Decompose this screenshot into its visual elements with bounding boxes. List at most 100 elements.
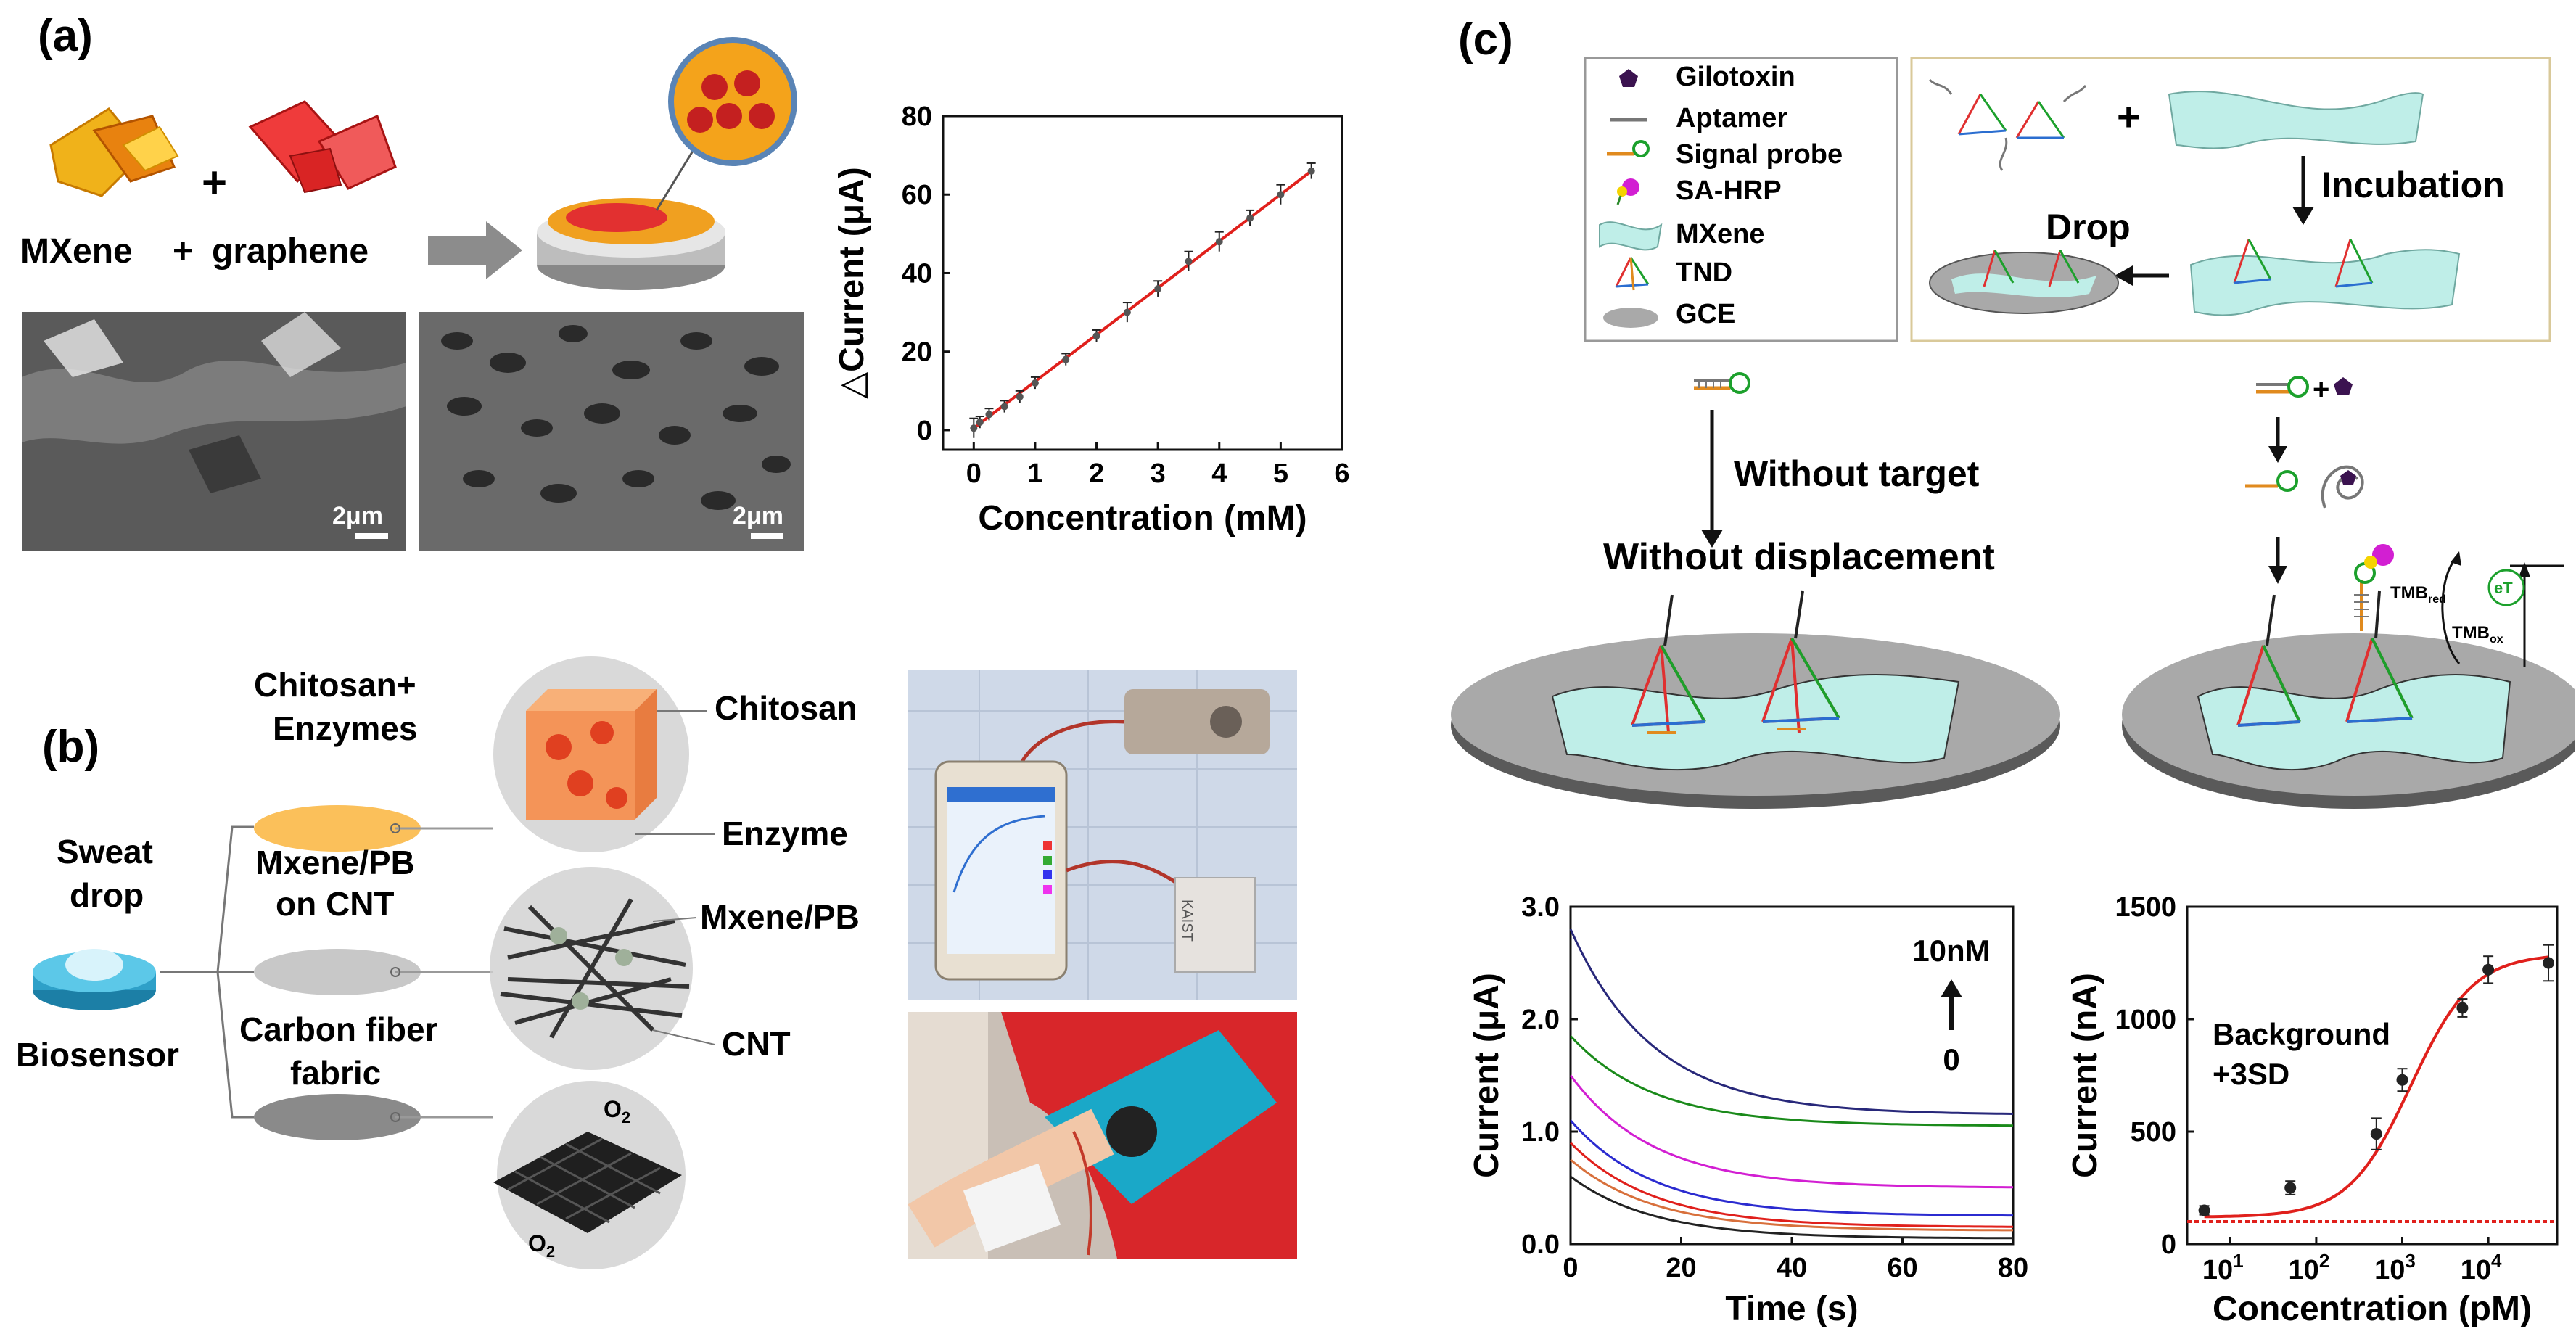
chart-a-frame (942, 115, 1343, 451)
released-probe-and-complex (2245, 465, 2364, 509)
chart-a-point (970, 424, 978, 432)
layer3-label-2: fabric (290, 1054, 381, 1092)
mxene-icon (1599, 221, 1663, 251)
chart-conc-frame (2186, 905, 2559, 1246)
incubation-label: Incubation (2321, 165, 2505, 205)
scale-bar-label-1: 2μm (332, 502, 383, 530)
chart-time-annotation-top: 10nM (1912, 934, 1990, 968)
panel-a: (a) + MXene + graphene 2μ (20, 11, 1350, 551)
panel-c: (c) Gilotoxin Aptamer Signal probe SA-HR… (1451, 15, 2575, 1328)
chart-time-annotation-bottom: 0 (1943, 1042, 1959, 1076)
enzyme-label: Enzyme (722, 815, 848, 852)
chart-time-ytick-label: 3.0 (1521, 892, 1560, 923)
current-time-plot: 0 20 40 60 80 0.0 1.0 2.0 3.0 Time (s) Current (μA… (1468, 892, 2028, 1328)
chart-conc-xlabel: Concentration (pM) (2213, 1290, 2532, 1328)
legend-item-6: GCE (1676, 299, 1735, 329)
without-target-label: Without target (1734, 453, 1980, 494)
without-displacement-label: Without displacement (1603, 536, 1995, 578)
chart-a-xtick-label: 4 (1211, 458, 1227, 489)
chart-conc-xtick-base: 10 (2289, 1255, 2319, 1285)
chart-a-ylabel: △Current (μA) (833, 167, 871, 399)
layer1-label-2: Enzymes (273, 709, 417, 747)
sa-hrp-icon (1616, 178, 1639, 205)
chart-time-series-line (1570, 1175, 2013, 1240)
drop-label: drop (70, 876, 144, 914)
chart-a-xtick-label: 6 (1334, 458, 1349, 489)
layer-connectors (160, 825, 254, 1119)
legend-item-1: Aptamer (1676, 103, 1787, 133)
o2-bottom-label: O2 (528, 1230, 555, 1261)
chart-conc-xtick-label: 103 (2374, 1250, 2416, 1285)
cnt-label: CNT (722, 1025, 791, 1063)
legend-item-5: TND (1676, 258, 1732, 288)
device-photo: KAIST (908, 670, 1297, 1000)
chart-conc-ytick-label: 1500 (2115, 892, 2176, 923)
mxene-flakes-illustration (49, 107, 179, 197)
biosensor-label: Biosensor (16, 1036, 179, 1074)
incubation-box: + Incubation Drop (1910, 57, 2551, 342)
chart-time-ylabel: Current (μA) (1468, 973, 1506, 1178)
mxene-with-tnd-illustration (2189, 239, 2461, 316)
mxene-pb-cnt-sphere (490, 867, 693, 1070)
chart-time-ytick-label: 1.0 (1521, 1117, 1560, 1148)
sensor-patch (1174, 877, 1256, 973)
chart-conc-point (2284, 1182, 2297, 1194)
layer3-label-1: Carbon fiber (239, 1010, 438, 1048)
process-arrow (428, 221, 522, 279)
chart-conc-ytick-label: 0 (2161, 1230, 2176, 1260)
tmb-red-label: TMBred (2390, 583, 2446, 606)
mxene-sheet (2168, 91, 2424, 149)
plus-label: + (173, 232, 193, 271)
chart-time-series-line (1570, 1158, 2013, 1232)
signal-probe-icon (1607, 140, 1650, 157)
chart-a-point (1031, 379, 1039, 387)
chart-conc-xtick-exponent: 4 (2491, 1250, 2502, 1272)
chart-conc-xtick-exponent: 1 (2233, 1250, 2243, 1272)
chart-a-fit-line (973, 170, 1312, 429)
left-electrode-illustration (1451, 590, 2060, 809)
chart-conc-xtick-label: 101 (2202, 1250, 2244, 1285)
potentiostat-device (1124, 689, 1270, 754)
chart-a-point (976, 419, 984, 427)
chart-a-ytick-label: 80 (902, 102, 932, 132)
gce-icon (1603, 308, 1658, 328)
chart-conc-xtick-exponent: 2 (2319, 1250, 2329, 1272)
gilotoxin-icon (1619, 69, 1638, 87)
sweat-label: Sweat (57, 833, 153, 870)
chart-a-xtick-label: 3 (1151, 458, 1166, 489)
chart-a-xlabel: Concentration (mM) (978, 499, 1306, 538)
mxene-label: MXene (20, 232, 133, 271)
chart-time-xtick-label: 20 (1666, 1253, 1696, 1283)
chart-conc-point (2482, 963, 2495, 976)
chart-a-point (985, 411, 993, 419)
chart-a-xtick-label: 5 (1273, 458, 1288, 489)
panel-b-label: (b) (42, 722, 99, 772)
chart-conc-ytick-label: 500 (2131, 1117, 2176, 1148)
et-label: eT (2494, 579, 2513, 597)
o2-top-label: O2 (604, 1096, 630, 1127)
chart-conc-point (2198, 1204, 2210, 1216)
chart-a-xtick-label: 1 (1027, 458, 1042, 489)
sem-image-mxene: 2μm (22, 312, 406, 551)
tnd-icon (1615, 257, 1650, 291)
chart-a-xtick-label: 0 (966, 458, 982, 489)
layer2-label-2: on CNT (276, 885, 395, 923)
sem-image-mxene-graphene: 2μm (419, 312, 804, 551)
chart-time-xtick-label: 80 (1998, 1253, 2028, 1283)
chart-conc-xtick-base: 10 (2461, 1255, 2491, 1285)
chart-a-point (1016, 392, 1024, 400)
legend-item-4: MXene (1676, 219, 1764, 250)
probe-icon-left (1694, 372, 1750, 394)
carbon-fiber-fabric (493, 1081, 686, 1269)
chart-time-series-line (1569, 1142, 2013, 1228)
chart-a-point (1123, 308, 1131, 316)
chart-conc-point (2543, 957, 2555, 969)
coated-electrode-illustration (537, 37, 797, 290)
chart-time-annotation-arrowhead (1941, 979, 1962, 997)
probe-plus-toxin-icon: + (2256, 374, 2353, 405)
target-plus: + (2313, 374, 2329, 405)
chart-a-point (1092, 332, 1100, 340)
chart-a-point (1185, 258, 1193, 265)
